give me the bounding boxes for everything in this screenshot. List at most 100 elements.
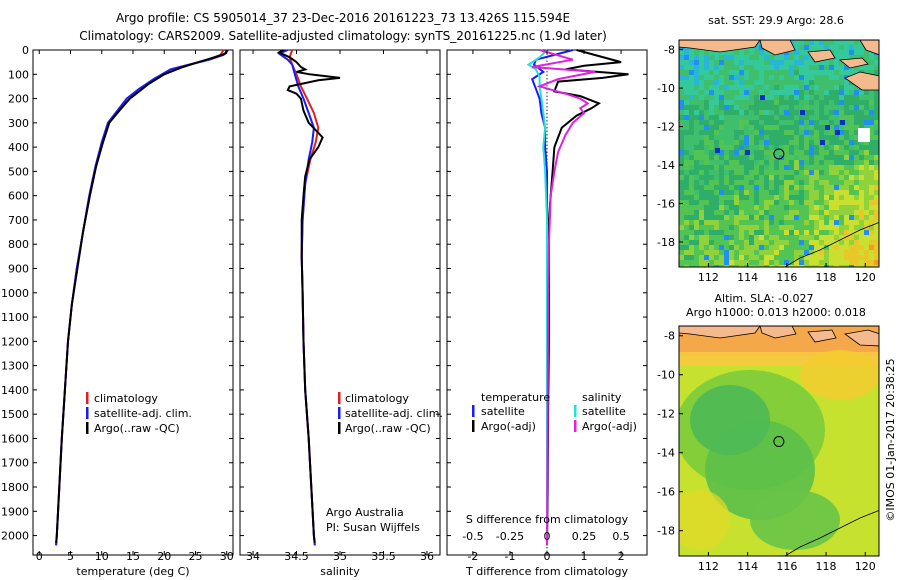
sst-cell xyxy=(704,65,709,70)
sst-cell xyxy=(874,255,879,260)
lat-tick-label: -18 xyxy=(657,236,675,249)
sst-cell xyxy=(864,50,869,55)
sst-cell xyxy=(804,90,809,95)
sst-cell xyxy=(794,140,799,145)
sst-cell xyxy=(824,215,829,220)
s-tick-label: 0 xyxy=(544,530,551,543)
sst-cell xyxy=(739,180,744,185)
sst-cell xyxy=(684,210,689,215)
sst-cell xyxy=(869,95,874,100)
legend-title-salinity: salinity xyxy=(582,391,622,404)
sst-cell xyxy=(714,245,719,250)
sst-cell xyxy=(689,180,694,185)
sst-cell xyxy=(729,135,734,140)
sst-cell xyxy=(739,95,744,100)
sst-cell xyxy=(779,225,784,230)
sst-cell xyxy=(714,210,719,215)
sst-cell xyxy=(729,165,734,170)
sst-cell xyxy=(854,165,859,170)
sst-cell xyxy=(709,255,714,260)
sst-cell xyxy=(754,45,759,50)
sst-cell xyxy=(794,145,799,150)
sst-cell xyxy=(794,185,799,190)
sst-cell xyxy=(809,220,814,225)
sst-cell xyxy=(759,50,764,55)
sst-cell xyxy=(744,180,749,185)
sst-cell xyxy=(764,105,769,110)
sst-cell xyxy=(814,235,819,240)
sst-cell xyxy=(794,195,799,200)
sst-cell xyxy=(744,80,749,85)
sst-cell xyxy=(874,200,879,205)
sst-cell xyxy=(804,40,809,45)
sst-cell xyxy=(684,70,689,75)
sst-cell xyxy=(759,120,764,125)
sst-cell xyxy=(824,60,829,65)
sst-cell xyxy=(754,195,759,200)
sst-cell xyxy=(689,130,694,135)
sst-cell xyxy=(715,148,720,153)
sst-cell xyxy=(784,140,789,145)
sst-cell xyxy=(834,215,839,220)
sst-cell xyxy=(829,75,834,80)
sst-cell xyxy=(739,120,744,125)
sst-cell xyxy=(724,185,729,190)
sst-cell xyxy=(839,195,844,200)
sst-cell xyxy=(784,215,789,220)
sst-cell xyxy=(760,95,765,100)
sst-cell xyxy=(754,240,759,245)
sst-cell xyxy=(819,180,824,185)
sst-cell xyxy=(729,80,734,85)
sst-cell xyxy=(719,260,724,265)
sst-cell xyxy=(694,80,699,85)
sst-cell xyxy=(779,75,784,80)
sst-cell xyxy=(774,185,779,190)
sst-cell xyxy=(704,230,709,235)
sst-cell xyxy=(814,70,819,75)
sst-cell xyxy=(814,225,819,230)
sst-cell xyxy=(679,250,684,255)
sst-cell xyxy=(689,135,694,140)
sst-cell xyxy=(819,75,824,80)
sst-cell xyxy=(734,185,739,190)
sst-cell xyxy=(829,210,834,215)
y-tick-label: 1400 xyxy=(1,384,29,397)
sst-cell xyxy=(689,175,694,180)
sst-cell xyxy=(769,65,774,70)
sst-cell xyxy=(819,80,824,85)
sst-cell xyxy=(799,90,804,95)
sst-cell xyxy=(874,115,879,120)
sst-cell xyxy=(859,150,864,155)
sst-cell xyxy=(839,265,844,267)
sst-cell xyxy=(699,125,704,130)
sst-cell xyxy=(739,260,744,265)
sst-cell xyxy=(789,130,794,135)
sst-cell xyxy=(784,170,789,175)
sst-cell xyxy=(784,210,789,215)
sst-cell xyxy=(854,240,859,245)
sst-cell xyxy=(794,265,799,267)
sst-cell xyxy=(694,130,699,135)
s-tick-label: -0.25 xyxy=(496,530,524,543)
sst-cell xyxy=(789,140,794,145)
sst-cell xyxy=(864,235,869,240)
sst-cell xyxy=(814,140,819,145)
sst-cell xyxy=(809,150,814,155)
sst-cell xyxy=(839,45,844,50)
sst-cell xyxy=(874,100,879,105)
sst-cell xyxy=(704,120,709,125)
legend-swatch-argo xyxy=(338,422,341,434)
sst-cell xyxy=(814,40,819,45)
sst-cell xyxy=(774,85,779,90)
sst-cell xyxy=(774,245,779,250)
sst-cell xyxy=(834,250,839,255)
sst-cell xyxy=(799,130,804,135)
sst-cell xyxy=(844,150,849,155)
sst-cell xyxy=(729,175,734,180)
sst-cell xyxy=(689,195,694,200)
sst-cell xyxy=(839,175,844,180)
sst-cell xyxy=(684,160,689,165)
sst-cell xyxy=(819,95,824,100)
sst-cell xyxy=(729,255,734,260)
sst-cell xyxy=(794,170,799,175)
